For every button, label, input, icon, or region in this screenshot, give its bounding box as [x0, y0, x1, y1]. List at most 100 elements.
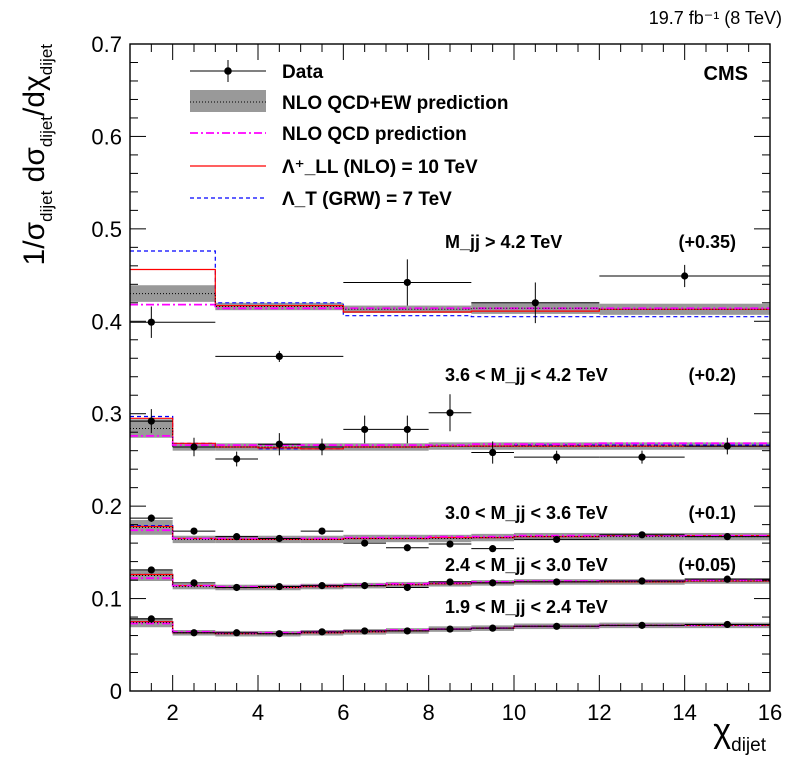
mass-bin-4 — [130, 615, 770, 638]
data-point-marker — [403, 627, 411, 635]
ll-line — [130, 268, 770, 313]
mass-bin-label: 2.4 < M_jj < 3.0 TeV — [445, 555, 608, 575]
data-point-marker — [318, 582, 326, 590]
data-point-marker — [275, 534, 283, 543]
x-tick-label: 8 — [423, 700, 435, 725]
legend-label: NLO QCD prediction — [282, 124, 467, 145]
x-tick-label: 2 — [167, 700, 179, 725]
data-point-marker — [446, 578, 454, 586]
y-tick-label: 0 — [110, 679, 122, 704]
data-point-marker — [147, 514, 155, 522]
data-point — [599, 264, 770, 288]
data-point — [428, 625, 472, 633]
mass-bin-label: 3.6 < M_jj < 4.2 TeV — [445, 365, 608, 385]
x-tick-label: 16 — [758, 700, 782, 725]
data-point — [172, 527, 216, 535]
data-point — [258, 630, 301, 638]
y-tick-label: 0.3 — [91, 402, 122, 427]
data-point — [684, 620, 770, 629]
data-point — [386, 415, 429, 444]
nlo-qcd-line — [130, 529, 770, 540]
y-axis-title: 1/σdijet dσdijet/dχdijet — [18, 44, 56, 266]
data-point-marker — [638, 531, 646, 539]
y-tick-label: 0.5 — [91, 217, 122, 242]
ll-line — [130, 417, 770, 450]
data-point — [215, 350, 344, 362]
x-tick-label: 4 — [252, 700, 264, 725]
y-tick-label: 0.2 — [91, 494, 122, 519]
x-axis-title: χdijet — [713, 712, 766, 756]
data-point-marker — [638, 577, 646, 585]
data-point — [514, 450, 600, 464]
data-point — [300, 628, 344, 636]
mass-bin-offset: (+0.35) — [678, 232, 736, 252]
data-point-marker — [489, 545, 497, 553]
grw-line — [130, 250, 770, 318]
x-tick-label: 10 — [502, 700, 526, 725]
x-tick-label: 14 — [672, 700, 696, 725]
data-point — [428, 540, 472, 548]
data-point-marker — [638, 621, 646, 629]
data-point — [343, 582, 386, 590]
data-point — [130, 409, 173, 434]
data-point — [684, 575, 770, 583]
mass-bin-label: 1.9 < M_jj < 2.4 TeV — [445, 597, 608, 617]
legend-data-marker — [224, 67, 232, 75]
mass-bin-0 — [130, 250, 770, 362]
mass-bin-3 — [130, 566, 770, 592]
data-point-marker — [275, 630, 283, 638]
data-point — [514, 578, 600, 586]
data-point — [386, 544, 429, 552]
data-point — [471, 545, 514, 553]
data-point — [471, 579, 514, 587]
data-point — [386, 627, 429, 635]
data-point-marker — [361, 539, 369, 547]
data-point — [343, 539, 386, 547]
data-point-marker — [275, 582, 283, 591]
data-point — [471, 624, 514, 632]
legend-item-grw: Λ_T (GRW) = 7 TeV — [190, 189, 452, 210]
data-point-marker — [147, 566, 155, 574]
data-point — [300, 438, 344, 456]
data-point-marker — [723, 442, 731, 450]
legend-item-nlo_qcd: NLO QCD prediction — [190, 124, 467, 145]
nlo-ew-line — [130, 293, 770, 310]
data-point — [215, 583, 258, 592]
data-point-marker — [723, 533, 731, 541]
data-point — [343, 627, 386, 635]
data-point-marker — [446, 625, 454, 633]
data-point — [172, 437, 216, 457]
legend-item-data: Data — [190, 60, 324, 83]
data-point — [343, 259, 472, 306]
data-point — [386, 583, 429, 592]
data-point-marker — [723, 620, 731, 629]
mass-bin-offset: (+0.05) — [678, 555, 736, 575]
mass-bin-offset: (+0.1) — [688, 503, 736, 523]
data-point — [172, 629, 216, 637]
data-point — [599, 531, 685, 539]
data-point — [684, 533, 770, 541]
experiment-label: CMS — [704, 63, 748, 85]
y-tick-label: 0.1 — [91, 587, 122, 612]
data-point-marker — [147, 615, 155, 623]
data-point — [130, 566, 173, 574]
data-point — [428, 578, 472, 586]
data-point — [130, 306, 216, 338]
legend-label: NLO QCD+EW prediction — [282, 93, 508, 114]
data-point-marker — [190, 579, 198, 587]
data-point — [514, 622, 600, 630]
legend: Data NLO QCD+EW prediction NLO QCD predict… — [190, 60, 508, 210]
data-point — [471, 282, 600, 324]
data-point-marker — [553, 622, 561, 630]
y-tick-label: 0.6 — [91, 124, 122, 149]
y-tick-label: 0.4 — [91, 309, 122, 334]
data-point-marker — [446, 540, 454, 548]
data-point — [599, 450, 685, 464]
lumi-label: 19.7 fb⁻¹ (8 TeV) — [649, 8, 782, 28]
data-point — [300, 582, 344, 590]
data-point-marker — [681, 272, 689, 280]
x-tick-label: 12 — [587, 700, 611, 725]
data-point — [599, 621, 685, 629]
legend-label: Λ⁺_LL (NLO) = 10 TeV — [282, 157, 478, 178]
